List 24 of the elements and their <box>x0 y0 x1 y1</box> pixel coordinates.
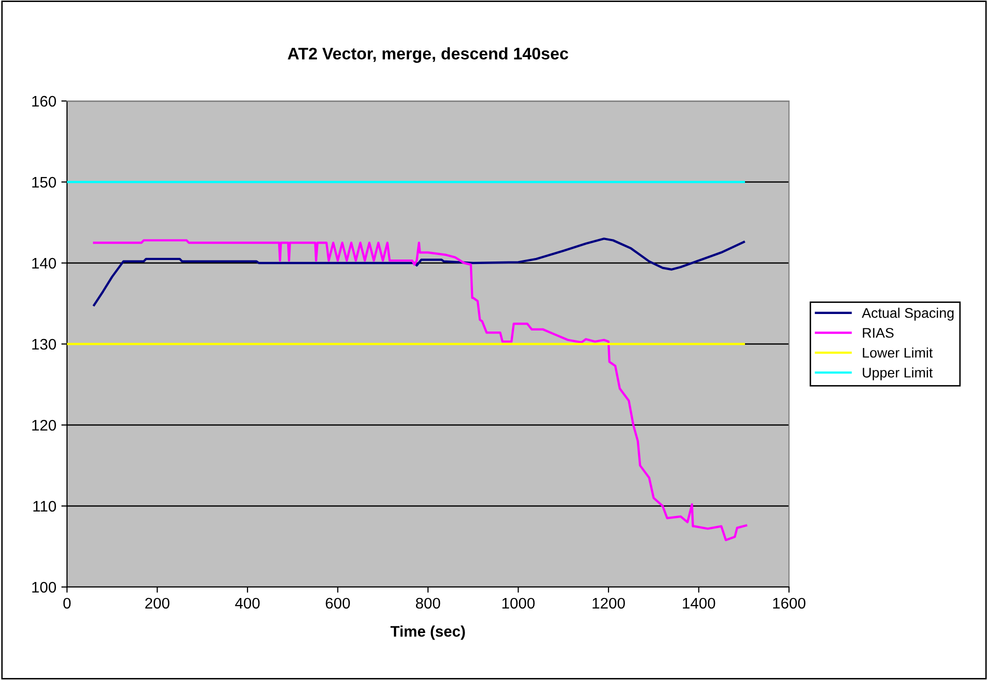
y-tick-label: 120 <box>32 420 56 431</box>
x-tick-label: 400 <box>235 598 260 609</box>
x-tick-label: 600 <box>326 598 350 609</box>
x-tick-label: 200 <box>145 598 170 609</box>
line-series <box>92 238 745 306</box>
y-tick-label: 150 <box>32 176 56 188</box>
y-tick-label: 130 <box>32 338 56 350</box>
x-tick-label: 1000 <box>502 598 535 609</box>
x-axis-title: Time (sec) <box>390 626 465 640</box>
legend-label: Lower Limit <box>862 347 933 358</box>
legend-label: RIAS <box>862 328 894 338</box>
y-tick-label: 160 <box>32 96 56 107</box>
y-tick-label: 110 <box>33 500 56 512</box>
x-tick-label: 1200 <box>592 598 625 609</box>
x-tick-label: 800 <box>416 598 440 609</box>
y-tick-label: 140 <box>32 258 56 269</box>
legend-label: Upper Limit <box>862 367 933 380</box>
x-tick-label: 1600 <box>773 598 806 609</box>
legend-label: Actual Spacing <box>862 308 954 321</box>
x-tick-label: 1400 <box>682 598 716 609</box>
chart-title: AT2 Vector, merge, descend 140sec <box>288 47 568 63</box>
line-series <box>92 239 748 542</box>
y-tick-label: 100 <box>32 582 56 593</box>
x-tick-label: 0 <box>63 598 71 609</box>
